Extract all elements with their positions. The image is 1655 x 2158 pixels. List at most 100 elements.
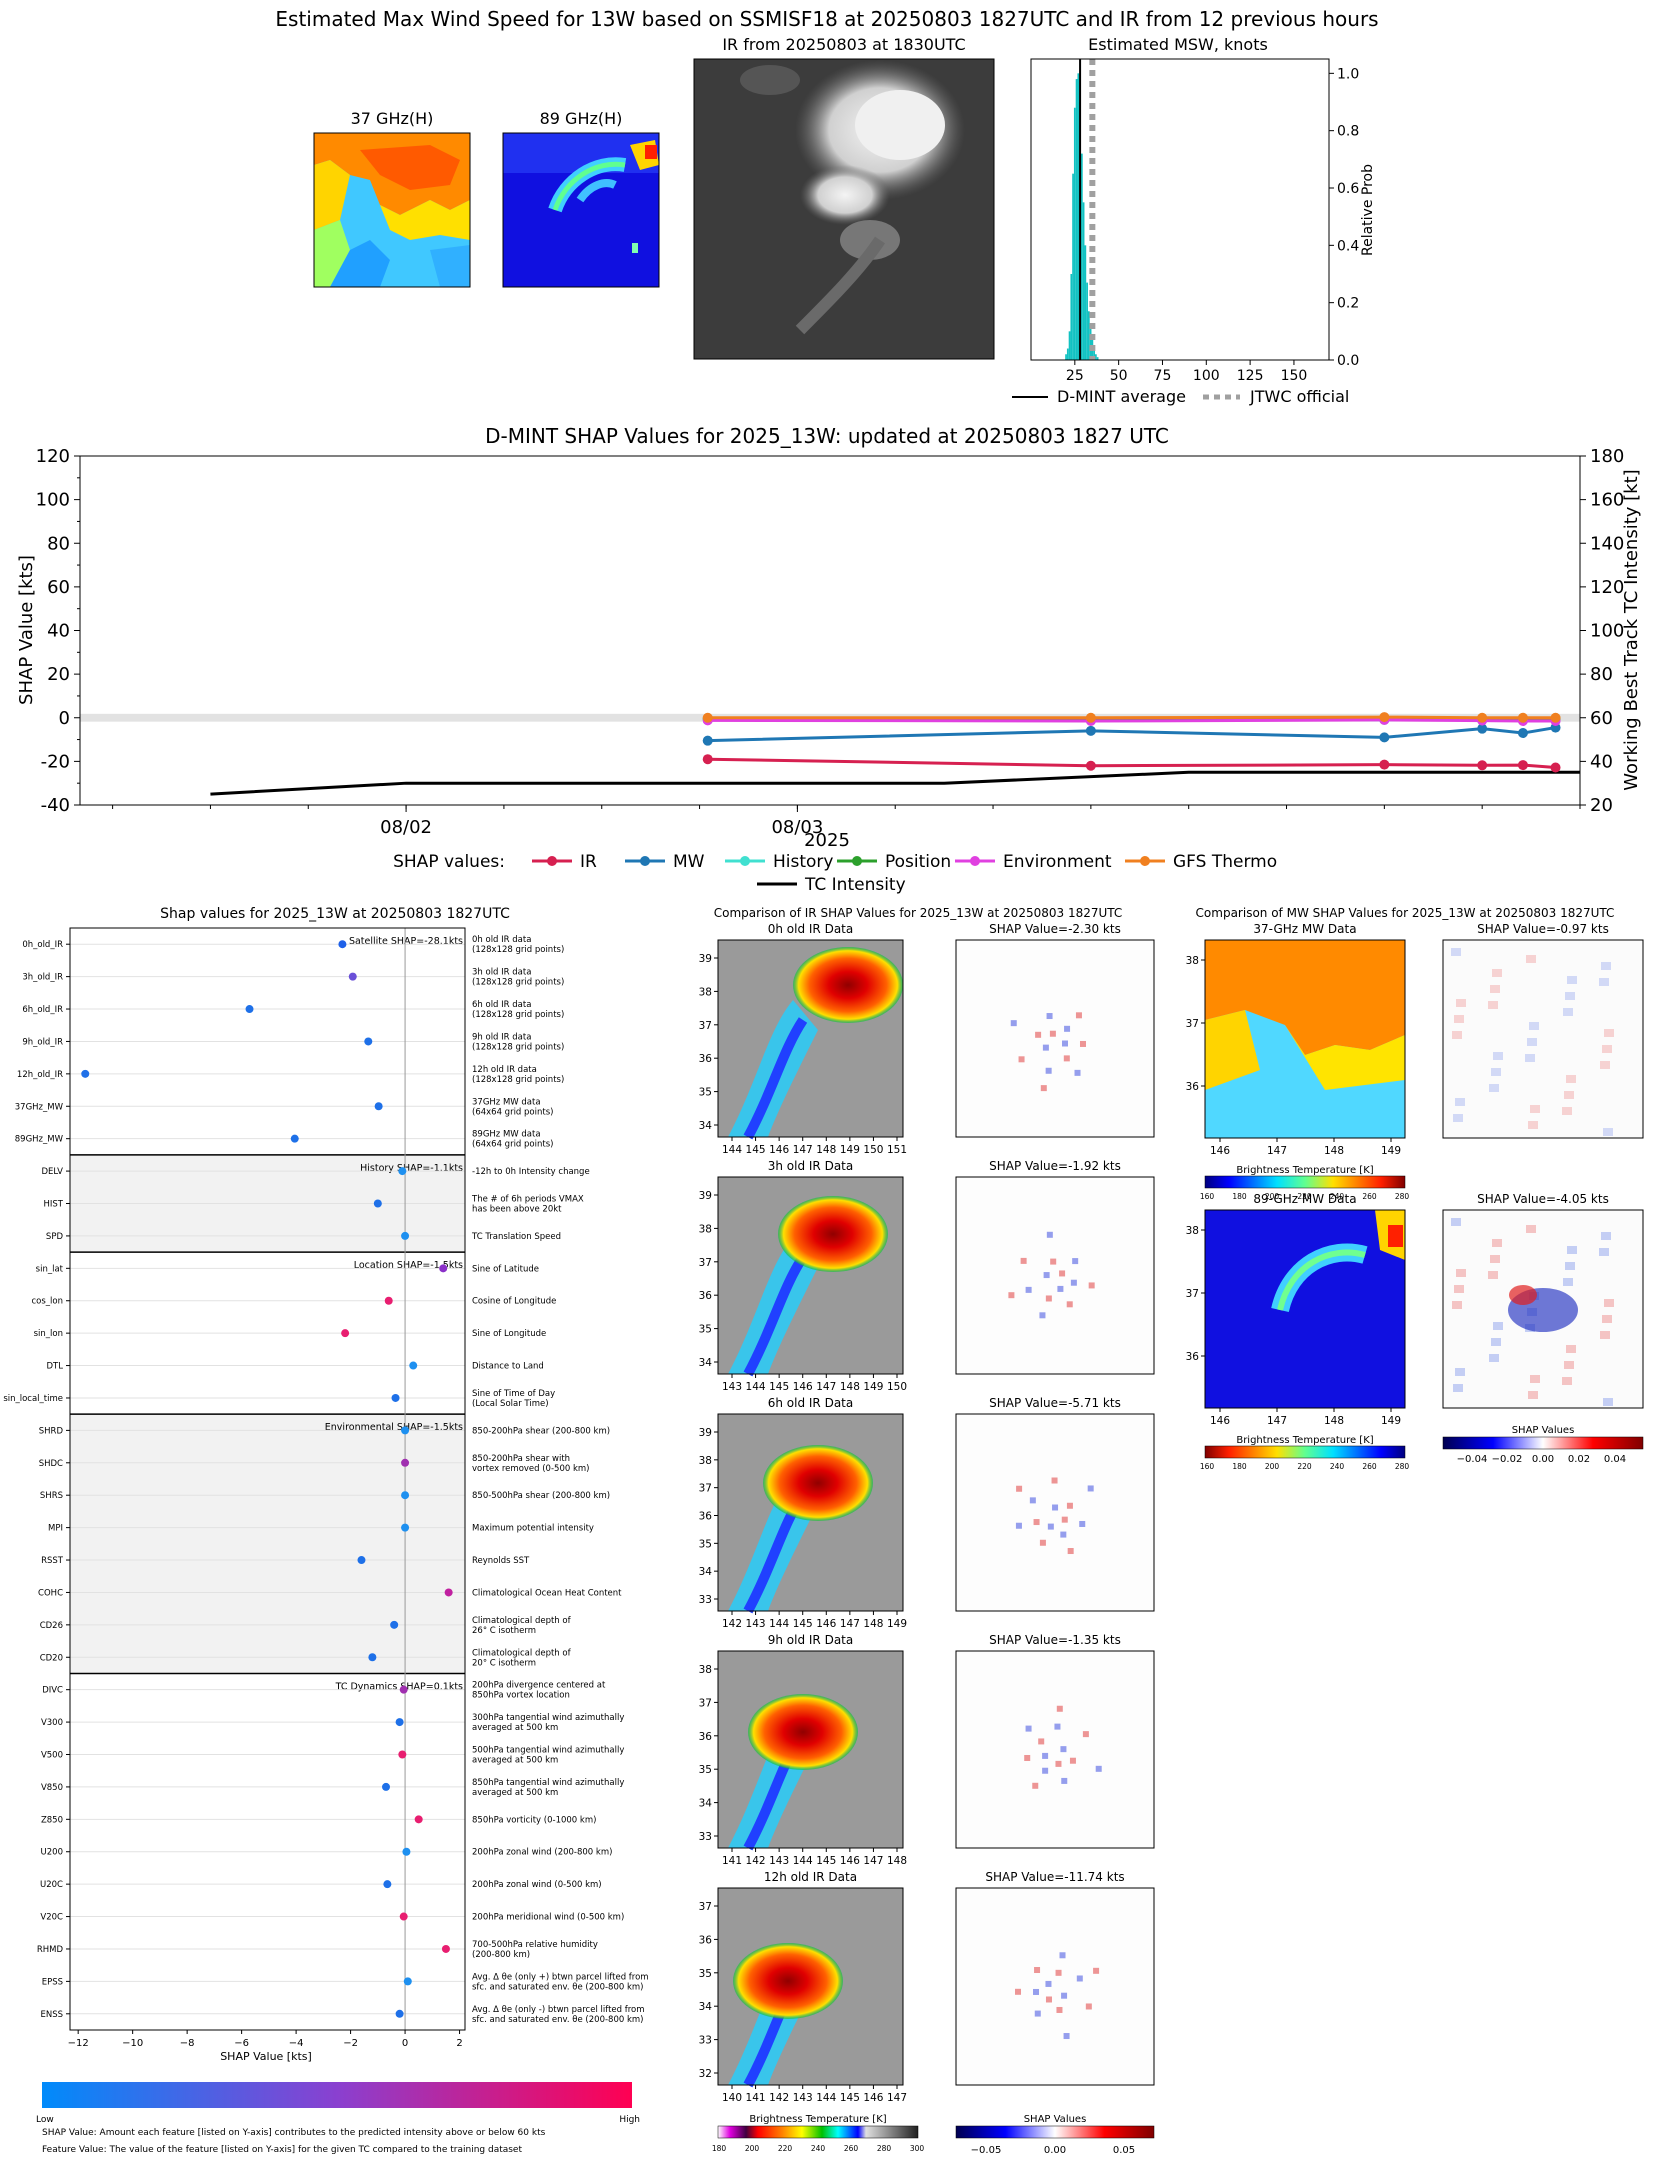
ir-shap-tick-label: 0.05 [1113, 2145, 1135, 2156]
mw37-frame [313, 132, 471, 288]
msw-bar [1070, 274, 1073, 360]
feature-point [439, 1264, 448, 1273]
mw-xtick-label: 146 [1210, 1415, 1230, 1427]
mw-xtick-label: 148 [1324, 1145, 1344, 1157]
ir-shap-blob [1008, 1292, 1015, 1299]
ir-bt-tick-label: 220 [778, 2144, 793, 2153]
ir-comparison-title: Comparison of IR SHAP Values for 2025_13… [714, 906, 1123, 920]
feature-name: sin_lon [34, 1329, 63, 1339]
msw-xtick-label: 50 [1110, 368, 1128, 384]
feature-point [409, 1361, 418, 1370]
ir-shap-blob [1025, 1725, 1032, 1732]
ir-warm-blob [763, 1445, 873, 1521]
feature-desc: 200hPa divergence centered at [472, 1681, 606, 1691]
ir-shap-blob [1061, 1516, 1068, 1523]
msw-bar [1089, 328, 1092, 360]
feature-name: SHRS [40, 1491, 63, 1501]
ir-comparison: Comparison of IR SHAP Values for 2025_13… [699, 906, 1155, 2156]
ts-ylabel: SHAP Value [kts] [16, 555, 37, 705]
bees-xtick-label: −4 [289, 2038, 304, 2049]
feature-name: 9h_old_IR [22, 1037, 63, 1047]
series-point-ir [1477, 760, 1488, 771]
ir-ytick-label: 37 [699, 1257, 712, 1269]
ir-ytick-label: 35 [699, 1324, 712, 1336]
ir-shap-blob [1056, 2006, 1063, 2013]
ts-y2tick-label: 40 [1590, 751, 1613, 772]
mw-shap-blob [1567, 1246, 1577, 1254]
feature-point [401, 1458, 410, 1467]
feature-name: V500 [41, 1751, 63, 1761]
feature-point [338, 940, 347, 949]
mw89-image [503, 133, 659, 287]
ts-xlabel: 2025 [804, 830, 850, 851]
ir-shap-blob [1075, 1012, 1082, 1019]
mw-shap-blob [1603, 1128, 1613, 1136]
ir-ytick-label: 33 [699, 1594, 712, 1606]
feature-point [399, 1912, 408, 1921]
ir-shap-blob [1024, 1754, 1031, 1761]
series-point-ir [1085, 760, 1096, 771]
ir-ytick-label: 38 [699, 1223, 712, 1235]
ir-warm-blob [778, 1196, 888, 1272]
mw-xtick-label: 149 [1381, 1415, 1401, 1427]
ir-shap-blob [1061, 1777, 1068, 1784]
mw-shap-blob [1492, 969, 1502, 977]
ir-shap-tick-label: 0.00 [1044, 2145, 1066, 2156]
ir-shap-blob [1042, 1767, 1049, 1774]
feature-name: COHC [38, 1588, 63, 1598]
ir-shap-colorbar-label: SHAP Values [1024, 2114, 1087, 2125]
ir-xtick-label: 149 [887, 1618, 907, 1630]
feature-desc: has been above 20kt [472, 1205, 562, 1215]
msw-histogram: 25 50 75 100 125 150 0.0 0.2 0.4 0.6 0.8 1.0 Relativ… [1012, 58, 1376, 406]
mw-shap-blob [1604, 1029, 1614, 1037]
ir-xtick-label: 143 [722, 1381, 742, 1393]
mw-bt-tick-label: 200 [1265, 1192, 1280, 1201]
ts-ytick-label: 60 [47, 577, 70, 598]
feature-desc: 850hPa vorticity (0-1000 km) [472, 1815, 596, 1825]
ir-shap-blob [1015, 1988, 1022, 1995]
feature-name: Z850 [41, 1815, 63, 1825]
feature-desc: (128x128 grid points) [472, 1042, 564, 1052]
ir-row-title: 12h old IR Data [764, 1870, 857, 1884]
ir-ytick-label: 39 [699, 1427, 712, 1439]
ir-shap-blob [1015, 1522, 1022, 1529]
msw-ytick-label: 0.6 [1337, 181, 1359, 197]
ts-y2tick-label: 120 [1590, 577, 1624, 598]
ir-xtick-label: 151 [887, 1144, 907, 1156]
shap-timeseries: D-MINT SHAP Values for 2025_13W: updated… [16, 424, 1642, 895]
ir-ytick-label: 37 [699, 1020, 712, 1032]
ir-shap-map [955, 1650, 1155, 1849]
group-label: Location SHAP=-1.5kts [354, 1260, 463, 1271]
ir-xtick-label: 146 [840, 1855, 860, 1867]
ts-ytick-label: 120 [36, 446, 70, 467]
ir-ytick-label: 33 [699, 2035, 712, 2047]
feature-point [401, 1231, 410, 1240]
feature-desc: sfc. and saturated env. θe (200-800 km) [472, 1982, 644, 1992]
ir-shap-blob [1076, 1975, 1083, 1982]
series-line-environment [707, 718, 1556, 723]
group-label: Satellite SHAP=-28.1kts [349, 936, 463, 947]
ir-overview-frame [693, 58, 995, 360]
mw-shap-blob [1600, 1061, 1610, 1069]
mw-shap-blob [1529, 1022, 1539, 1030]
mw-shap-blob [1565, 1262, 1575, 1270]
ir-bt-tick-label: 300 [910, 2144, 925, 2153]
ir-xtick-label: 150 [887, 1381, 907, 1393]
mw-ytick-label: 38 [1186, 1225, 1199, 1237]
ir-shap-blob [1066, 1502, 1073, 1509]
ir-shap-map [955, 1887, 1155, 2086]
feature-name: DIVC [42, 1686, 63, 1696]
msw-bar [1086, 282, 1088, 360]
ir-ytick-label: 34 [699, 1798, 713, 1810]
series-point-gfs-thermo [702, 712, 713, 723]
ir-shap-blob [1039, 1312, 1046, 1319]
ir-xtick-label: 144 [793, 1855, 813, 1867]
mw-bt-tick-label: 260 [1362, 1462, 1377, 1471]
ir-shap-blob [1045, 1996, 1052, 2003]
mw-shap-blob [1454, 1015, 1464, 1023]
mw-shap-blob [1601, 962, 1611, 970]
feature-desc: 20° C isotherm [472, 1658, 536, 1668]
ir-xtick-label: 144 [816, 2092, 836, 2104]
feature-desc: 12h old IR data [472, 1065, 537, 1075]
mw-shap-blob [1530, 1375, 1540, 1383]
